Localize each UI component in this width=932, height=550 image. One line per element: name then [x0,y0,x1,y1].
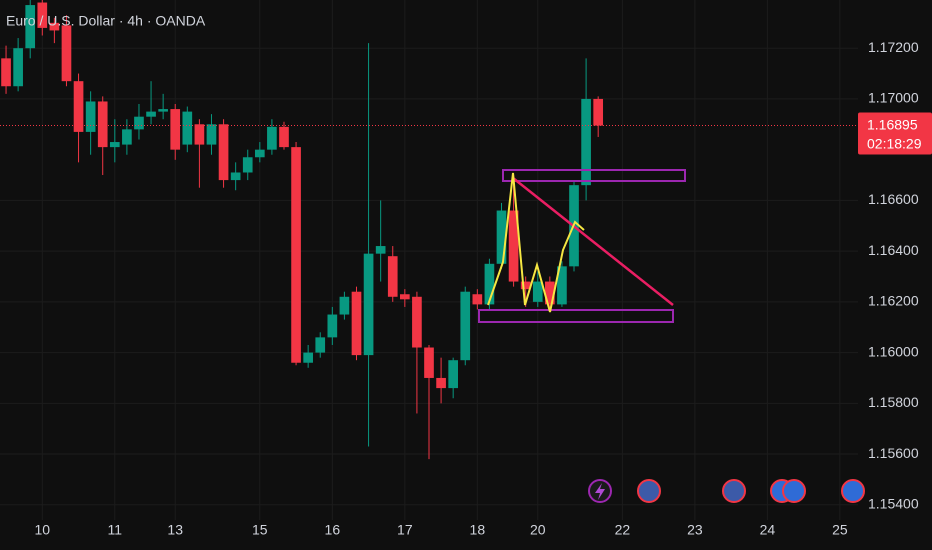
candle-body [303,352,313,363]
candle-body [97,101,108,148]
candle-body [85,101,96,132]
y-tick-label: 1.16200 [868,293,919,309]
event-icons [588,479,865,503]
x-tick-label: 13 [167,522,183,538]
candles [1,0,604,460]
candle-body [581,98,591,186]
candle-body [339,296,350,315]
candle-body [545,281,555,305]
candle-body [122,129,132,145]
candle-body [49,22,60,31]
candle-body [218,124,229,181]
event-icon[interactable] [782,479,806,503]
candle-body [254,149,265,158]
resistance-box [502,169,686,182]
candle-body [267,126,277,150]
y-tick-label: 1.15600 [868,445,919,461]
candle-body [472,294,483,305]
candle-body [242,157,253,173]
axes: 1.17200 1.17000 1.16600 1.16400 1.16200 1.160… [0,39,932,538]
candle-body [412,296,422,348]
y-tick-label: 1.17000 [868,90,919,106]
y-tick-label: 1.17200 [868,39,919,55]
candle-body [25,5,36,49]
last-price-label: 1.16895 [867,116,918,132]
candle-body [134,116,144,130]
candle-body [61,25,72,82]
candle-body [351,291,362,356]
candle-body [520,281,531,290]
candle-body [448,360,459,389]
candle-body [496,210,507,264]
candle-body [291,147,301,363]
x-tick-label: 18 [470,522,486,538]
candle-body [206,124,217,145]
candle-body [424,347,434,378]
lightning [595,483,605,500]
candle-body [170,109,181,150]
candle-body [158,109,168,112]
x-tick-label: 25 [832,522,848,538]
candle-body [436,377,446,389]
candle-body [37,2,48,28]
event-icon[interactable] [722,479,746,503]
countdown-label: 02:18:29 [867,135,922,151]
candle-body [194,124,205,145]
candle-body [146,111,156,117]
candle-body [387,256,398,297]
candle-body [399,294,410,300]
x-tick-label: 11 [108,522,123,538]
chart-title: Euro / U.S. Dollar · 4h · OANDA [6,13,206,29]
y-tick-label: 1.15400 [868,495,919,511]
candle-body [109,142,120,148]
trend-line [512,177,674,306]
candle-body [460,291,471,361]
x-tick-label: 17 [397,522,413,538]
candle-body [315,337,326,353]
candle-body [593,98,604,126]
x-tick-label: 22 [615,522,631,538]
candle-body [13,48,23,87]
y-tick-label: 1.16400 [868,242,919,258]
event-icon[interactable] [637,479,661,503]
x-tick-label: 15 [252,522,268,538]
x-tick-label: 10 [35,522,51,538]
x-tick-label: 24 [760,522,776,538]
candle-body [1,58,11,87]
candle-body [484,263,495,305]
candle-body [73,81,84,132]
candle-body [557,266,567,305]
candle-body [279,126,289,148]
candle-body [363,253,374,356]
pattern-zigzag [487,172,585,313]
candle-body [508,210,519,282]
event-icon[interactable] [841,479,865,503]
y-tick-label: 1.16600 [868,191,919,207]
y-tick-label: 1.15800 [868,394,919,410]
candle-body [327,314,338,338]
candle-body [375,246,386,254]
x-tick-label: 23 [687,522,703,538]
x-tick-label: 20 [530,522,546,538]
candle-body [230,172,241,181]
y-tick-label: 1.16000 [868,343,919,359]
last-price-box [858,112,932,155]
candle-body [532,281,543,302]
candle-body [182,111,193,145]
drawings [478,169,686,323]
support-box [478,309,674,323]
x-tick-label: 16 [325,522,341,538]
